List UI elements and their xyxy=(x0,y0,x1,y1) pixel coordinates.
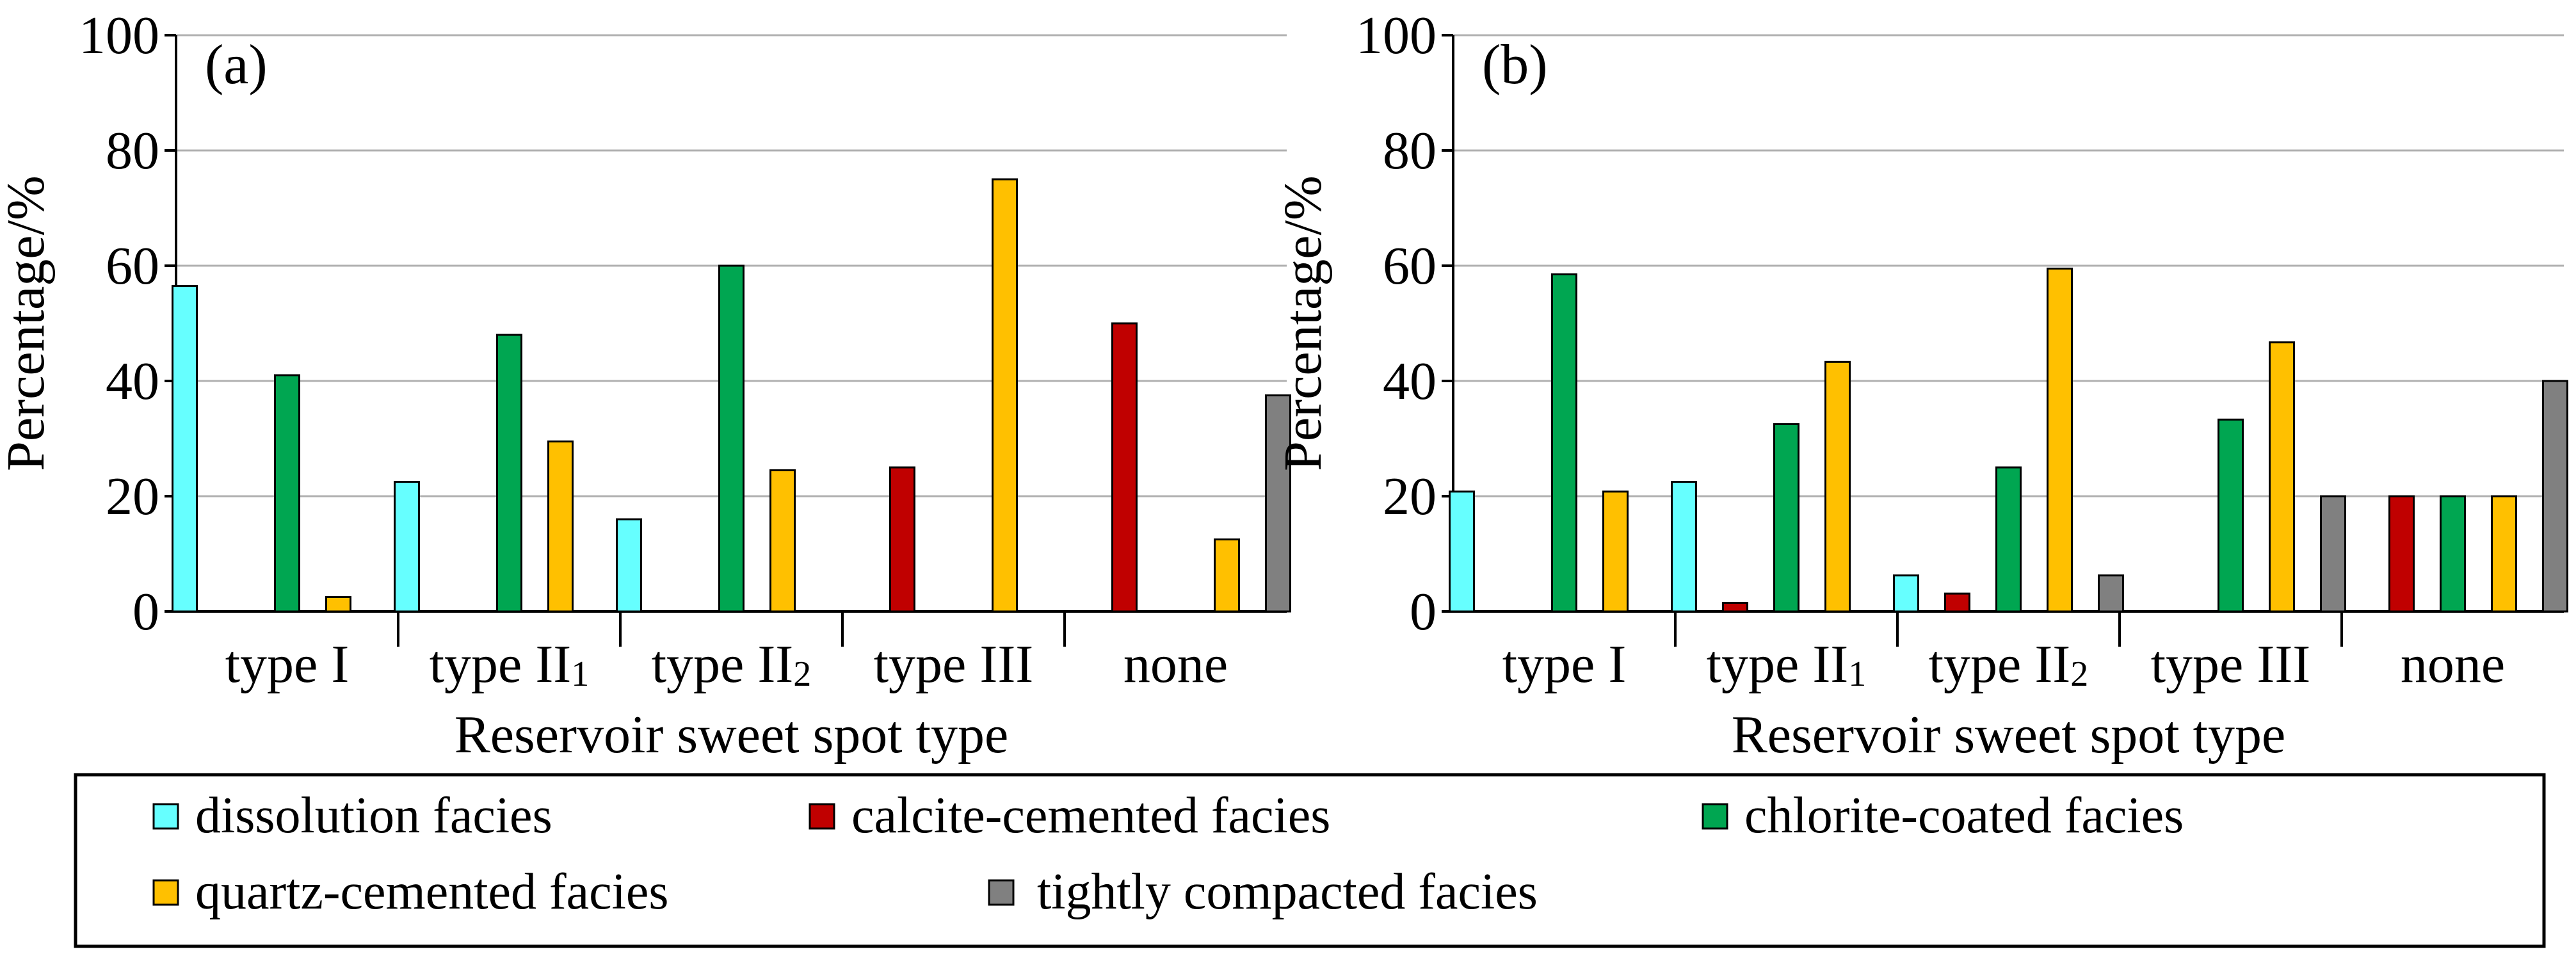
legend-label-compacted: tightly compacted facies xyxy=(1037,864,1538,920)
panel-label: (a) xyxy=(205,34,268,96)
x-tick-label: type II2 xyxy=(652,635,812,694)
bar-b-4-3 xyxy=(2491,495,2517,613)
y-axis-title: Percentage/% xyxy=(1273,175,1333,471)
x-tick-label: none xyxy=(1123,635,1228,694)
bar-a-2-3 xyxy=(769,469,796,613)
legend-label-chlorite: chlorite-coated facies xyxy=(1744,788,2184,844)
y-axis-title: Percentage/% xyxy=(0,175,56,471)
legend-frame xyxy=(74,773,2546,948)
bar-b-3-4 xyxy=(2320,495,2346,613)
x-tick-label: type II1 xyxy=(1707,635,1867,694)
bar-a-0-3 xyxy=(325,596,351,613)
legend: dissolution facies calcite-cemented faci… xyxy=(74,773,2546,948)
bar-a-4-4 xyxy=(1265,394,1291,613)
bar-a-3-3 xyxy=(992,178,1018,613)
x-axis-title: Reservoir sweet spot type xyxy=(1732,705,2285,764)
bar-b-4-2 xyxy=(2440,495,2466,613)
bar-b-0-0 xyxy=(1449,490,1475,613)
panel-b: 0 20 40 60 80 100 type I type II1 type II2 type I… xyxy=(1273,6,2568,764)
y-tick-label: 0 xyxy=(133,582,159,642)
bar-a-4-3 xyxy=(1214,538,1240,613)
y-tick-label: 60 xyxy=(106,236,159,296)
bar-b-2-4 xyxy=(2098,574,2124,613)
legend-swatch-chlorite xyxy=(1702,803,1728,830)
legend-label-dissolution: dissolution facies xyxy=(195,788,552,844)
bar-b-3-2 xyxy=(2218,418,2244,613)
y-tick-label: 80 xyxy=(106,121,159,181)
legend-label-calcite: calcite-cemented facies xyxy=(851,788,1330,844)
x-tick-label: type III xyxy=(874,635,1034,694)
y-tick-label: 20 xyxy=(1383,467,1437,526)
bar-a-0-2 xyxy=(274,374,300,613)
x-tick-label: type II1 xyxy=(430,635,590,694)
bar-a-4-1 xyxy=(1111,322,1138,613)
bar-b-3-3 xyxy=(2269,341,2295,613)
bar-b-1-1 xyxy=(1722,602,1748,613)
bar-a-1-2 xyxy=(496,334,522,613)
bar-b-0-3 xyxy=(1602,490,1629,613)
x-tick-label: type I xyxy=(225,635,350,694)
legend-label-quartz: quartz-cemented facies xyxy=(195,864,669,920)
bar-b-1-3 xyxy=(1824,360,1851,613)
x-axis-title: Reservoir sweet spot type xyxy=(455,705,1008,764)
y-tick-label: 100 xyxy=(1356,6,1437,65)
panel-label: (b) xyxy=(1482,34,1548,96)
x-tick-label: type III xyxy=(2151,635,2311,694)
bar-b-2-1 xyxy=(1944,592,1970,613)
x-tick-label: type II2 xyxy=(1929,635,2089,694)
bar-b-2-2 xyxy=(1995,466,2022,613)
bar-a-2-2 xyxy=(718,264,745,613)
bar-b-2-0 xyxy=(1893,574,1919,613)
y-tick-label: 40 xyxy=(1383,352,1437,411)
y-tick-label: 80 xyxy=(1383,121,1437,181)
bar-b-4-4 xyxy=(2542,380,2568,613)
x-tick-label: type I xyxy=(1502,635,1627,694)
legend-swatch-dissolution xyxy=(152,803,179,830)
bar-a-2-0 xyxy=(616,518,642,613)
bar-b-0-2 xyxy=(1551,273,1577,613)
x-tick-label: none xyxy=(2401,635,2505,694)
legend-swatch-compacted xyxy=(988,879,1015,906)
bar-b-1-0 xyxy=(1671,481,1697,613)
panel-a: 0 20 40 60 80 100 type I type II1 type II2 type I… xyxy=(0,6,1291,764)
bar-a-1-0 xyxy=(394,481,420,613)
y-tick-label: 0 xyxy=(1410,582,1437,642)
legend-swatch-calcite xyxy=(809,803,835,830)
y-tick-label: 100 xyxy=(79,6,159,65)
bar-b-1-2 xyxy=(1773,423,1799,613)
y-tick-label: 60 xyxy=(1383,236,1437,296)
y-tick-label: 40 xyxy=(106,352,159,411)
bar-b-4-1 xyxy=(2388,495,2415,613)
bar-b-2-3 xyxy=(2047,268,2073,613)
legend-swatch-quartz xyxy=(152,879,179,906)
y-tick-label: 20 xyxy=(106,467,159,526)
bar-a-3-1 xyxy=(889,466,915,613)
bar-a-0-0 xyxy=(172,285,198,613)
bar-a-1-3 xyxy=(547,441,574,613)
